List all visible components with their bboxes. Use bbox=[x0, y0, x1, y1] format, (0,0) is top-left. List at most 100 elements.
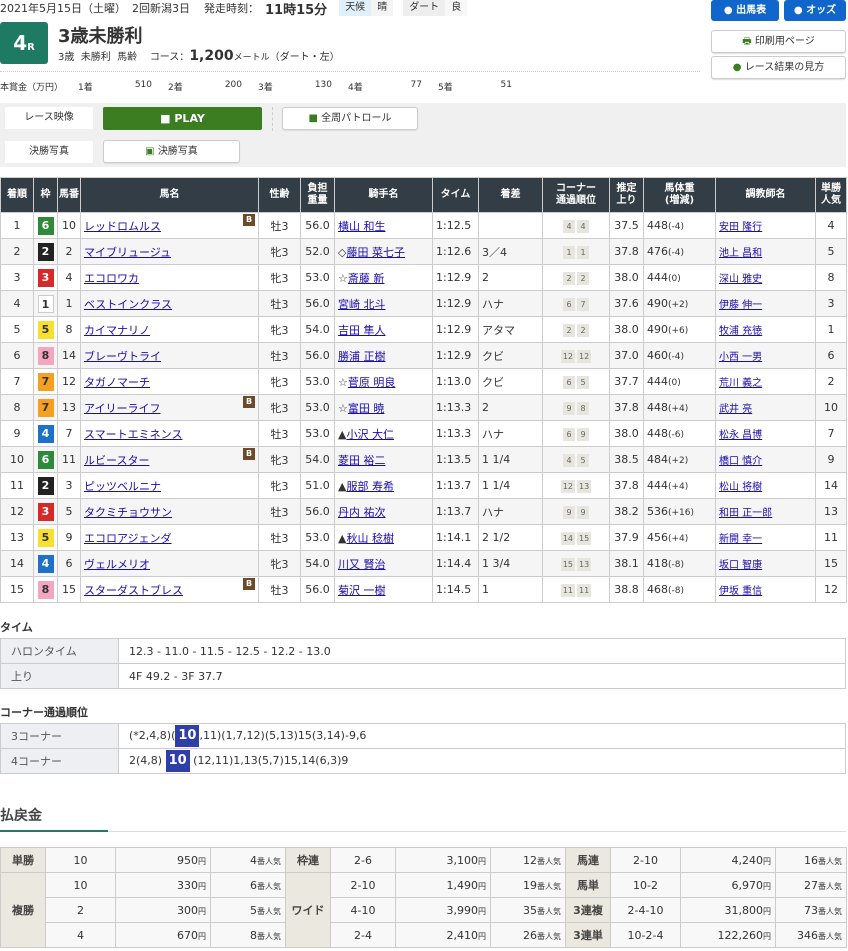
bet-type: 馬単 bbox=[565, 872, 611, 898]
weight-carried: 53.0 bbox=[300, 264, 335, 291]
weight-carried: 53.0 bbox=[300, 368, 335, 395]
corner-positions: 12 12 bbox=[542, 342, 610, 369]
weight-carried: 54.0 bbox=[300, 550, 335, 577]
horse-name-link[interactable]: ピッツベルニナ bbox=[84, 479, 161, 493]
jockey-link[interactable]: 菅原 明良 bbox=[347, 375, 396, 389]
yen-unit: 円 bbox=[763, 906, 771, 916]
trainer-link[interactable]: 荒川 義之 bbox=[719, 378, 763, 389]
frame-number: 4 bbox=[37, 424, 54, 443]
jockey-link[interactable]: 勝浦 正樹 bbox=[338, 349, 386, 363]
entries-button[interactable]: ● 出馬表 bbox=[711, 0, 779, 21]
video-icon: ■ bbox=[160, 112, 171, 125]
trainer-link[interactable]: 坂口 智康 bbox=[719, 560, 763, 571]
combination: 10-2 bbox=[610, 872, 681, 898]
horse-cell: B スターダストブレス bbox=[80, 576, 259, 603]
jockey-cell: ▲服部 寿希 bbox=[334, 472, 433, 499]
trainer-link[interactable]: 小西 一男 bbox=[719, 352, 763, 363]
horse-name-link[interactable]: タガノマーチ bbox=[84, 375, 150, 389]
results-guide-button[interactable]: ● レース結果の見方 bbox=[711, 56, 846, 79]
trainer-link[interactable]: 牧浦 充徳 bbox=[719, 326, 763, 337]
entries-label: 出馬表 bbox=[736, 5, 767, 16]
horse-name-link[interactable]: タクミチョウサン bbox=[84, 505, 172, 519]
win-popularity: 15 bbox=[815, 550, 847, 577]
apprentice-mark: ☆ bbox=[338, 401, 348, 415]
jockey-cell: ☆菅原 明良 bbox=[334, 368, 433, 395]
horse-name-link[interactable]: ブレーヴトライ bbox=[84, 349, 161, 363]
horse-name-link[interactable]: ルビースター bbox=[84, 453, 150, 467]
trainer-link[interactable]: 伊藤 伸一 bbox=[719, 300, 763, 311]
jockey-link[interactable]: 吉田 隼人 bbox=[338, 323, 386, 337]
race-class: 未勝利 bbox=[80, 52, 111, 63]
win-popularity: 12 bbox=[815, 576, 847, 603]
odds-button[interactable]: ● オッズ bbox=[784, 0, 846, 21]
jockey-link[interactable]: 服部 寿希 bbox=[346, 479, 394, 493]
jockey-link[interactable]: 藤田 菜七子 bbox=[346, 245, 405, 259]
finish-position: 4 bbox=[0, 290, 34, 317]
trainer-link[interactable]: 橋口 慎介 bbox=[719, 456, 763, 467]
horse-name-link[interactable]: スターダストブレス bbox=[84, 583, 183, 597]
horse-name-link[interactable]: マイブリュージュ bbox=[84, 245, 172, 259]
corner4-post: (12,11)1,13(5,7)15,14(6,3)9 bbox=[193, 754, 349, 767]
trainer-link[interactable]: 深山 雅史 bbox=[719, 274, 763, 285]
print-label: 印刷用ページ bbox=[754, 36, 815, 47]
column-header-label: 調教師名 bbox=[745, 189, 786, 200]
trainer-link[interactable]: 松山 将樹 bbox=[719, 482, 763, 493]
horse-number: 6 bbox=[57, 550, 81, 577]
corner-3-position: 2 bbox=[563, 271, 575, 285]
body-weight: 456 bbox=[647, 531, 668, 544]
finish-position: 5 bbox=[0, 316, 34, 343]
trainer-link[interactable]: 武井 亮 bbox=[719, 404, 753, 415]
jockey-link[interactable]: 丹内 祐次 bbox=[338, 505, 386, 519]
popularity: 12 bbox=[523, 853, 537, 867]
print-page-button[interactable]: 🖶 印刷用ページ bbox=[711, 30, 846, 53]
finish-photo-button[interactable]: ▣ 決勝写真 bbox=[103, 140, 240, 163]
jockey-link[interactable]: 小沢 大仁 bbox=[346, 427, 394, 441]
prize-amount: 51 bbox=[500, 80, 512, 90]
trainer-link[interactable]: 新開 幸一 bbox=[719, 534, 763, 545]
horse-name-link[interactable]: アイリーライフ bbox=[84, 401, 161, 415]
last-3f: 38.0 bbox=[609, 316, 644, 343]
trainer-link[interactable]: 松永 昌博 bbox=[719, 430, 763, 441]
age-condition: 3歳 bbox=[58, 52, 75, 63]
finish-position: 14 bbox=[0, 550, 34, 577]
jockey-link[interactable]: 菱田 裕二 bbox=[338, 453, 386, 467]
horse-name-link[interactable]: カイマナリノ bbox=[84, 323, 150, 337]
horse-name-link[interactable]: エコロアジェンダ bbox=[84, 531, 172, 545]
body-weight-cell: 490(+2) bbox=[643, 290, 716, 317]
horse-name-link[interactable]: エコロワカ bbox=[84, 271, 139, 285]
weight-carried: 53.0 bbox=[300, 420, 335, 447]
win-popularity: 4 bbox=[815, 212, 847, 239]
patrol-video-button[interactable]: ■ 全周パトロール bbox=[282, 107, 418, 130]
jockey-link[interactable]: 斎藤 新 bbox=[347, 271, 385, 285]
horse-name-link[interactable]: レッドロムルス bbox=[84, 219, 161, 233]
sex-age: 牡3 bbox=[258, 212, 301, 239]
jockey-link[interactable]: 川又 賢治 bbox=[338, 557, 386, 571]
jockey-link[interactable]: 富田 暁 bbox=[347, 401, 385, 415]
jockey-link[interactable]: 菊沢 一樹 bbox=[338, 583, 386, 597]
jockey-cell: 勝浦 正樹 bbox=[334, 342, 433, 369]
play-button[interactable]: ■ PLAY bbox=[103, 107, 262, 130]
payout-amount: 330円 bbox=[115, 872, 211, 898]
horse-name-link[interactable]: ベストインクラス bbox=[84, 297, 172, 311]
horse-name-link[interactable]: スマートエミネンス bbox=[84, 427, 183, 441]
trainer-link[interactable]: 和田 正一郎 bbox=[719, 508, 773, 519]
trainer-link[interactable]: 池上 昌和 bbox=[719, 248, 763, 259]
popularity-suffix: 番人気 bbox=[257, 856, 281, 866]
payout-row: 2 300円 5番人気 4-10 3,990円 35番人気 3連複 2-4-10 31… bbox=[1, 897, 847, 923]
trainer-link[interactable]: 伊坂 重信 bbox=[719, 586, 763, 597]
last-3f: 38.0 bbox=[609, 420, 644, 447]
jockey-link[interactable]: 宮崎 北斗 bbox=[338, 297, 386, 311]
last-3f: 37.7 bbox=[609, 368, 644, 395]
body-weight-cell: 484(+2) bbox=[643, 446, 716, 473]
jockey-link[interactable]: 横山 和生 bbox=[338, 219, 386, 233]
trainer-cell: 深山 雅史 bbox=[715, 264, 816, 291]
jockey-link[interactable]: 秋山 稔樹 bbox=[346, 531, 394, 545]
table-row: 7 7 12 タガノマーチ 牝3 53.0 ☆菅原 明良 1:13.0 クビ 6… bbox=[0, 368, 847, 395]
furlong-label: ハロンタイム bbox=[0, 638, 119, 664]
payout-amount: 3,990円 bbox=[395, 897, 491, 923]
bet-type: 枠連 bbox=[285, 847, 331, 873]
trainer-link[interactable]: 安田 隆行 bbox=[719, 222, 763, 233]
corner-positions: 11 11 bbox=[542, 576, 610, 603]
horse-name-link[interactable]: ヴェルメリオ bbox=[84, 557, 150, 571]
